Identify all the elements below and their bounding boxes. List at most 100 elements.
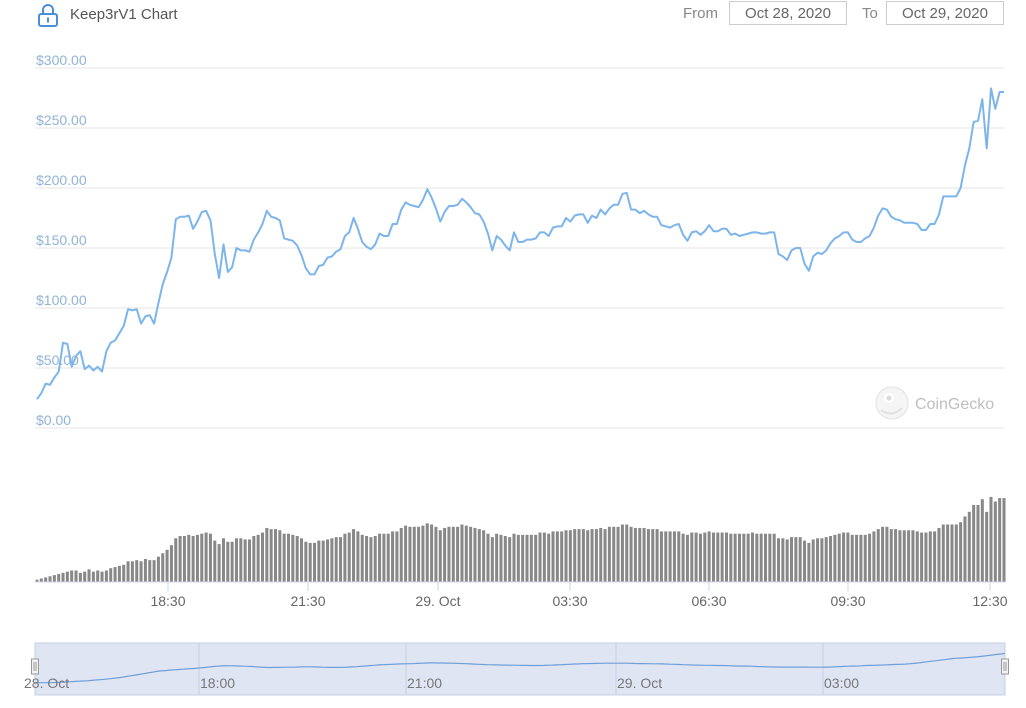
- volume-bar: [57, 573, 61, 582]
- volume-bar: [256, 534, 260, 582]
- chart-header: Keep3rV1 Chart From Oct 28, 2020 To Oct …: [0, 0, 1026, 32]
- volume-bar: [347, 532, 351, 582]
- volume-bar: [607, 526, 611, 582]
- volume-bar: [633, 527, 637, 582]
- volume-bar: [373, 536, 377, 582]
- volume-bar: [594, 529, 598, 582]
- volume-bar: [820, 538, 824, 582]
- volume-bar: [165, 549, 169, 582]
- volume-bar: [933, 531, 937, 582]
- y-tick-label: $200.00: [36, 172, 87, 188]
- volume-bar: [547, 533, 551, 582]
- volume-bar: [109, 568, 113, 582]
- volume-bar: [894, 529, 898, 582]
- volume-bar: [139, 561, 143, 582]
- volume-bar: [430, 524, 434, 582]
- volume-bar: [816, 538, 820, 582]
- volume-bar: [707, 531, 711, 582]
- navigator-tick-label: 03:00: [824, 675, 859, 691]
- x-tick-label: 12:30: [972, 593, 1007, 609]
- volume-bar: [391, 531, 395, 582]
- x-tick-label: 03:30: [552, 593, 587, 609]
- volume-bar: [868, 533, 872, 582]
- volume-bar: [382, 533, 386, 582]
- volume-bar: [551, 531, 555, 582]
- y-tick-label: $100.00: [36, 292, 87, 308]
- volume-bar: [48, 576, 52, 582]
- volume-bar: [954, 524, 958, 582]
- volume-bar: [399, 527, 403, 582]
- volume-bar: [568, 530, 572, 582]
- volume-bar: [907, 530, 911, 582]
- volume-bar: [920, 532, 924, 582]
- volume-bar: [135, 560, 139, 582]
- volume-bar: [963, 516, 967, 582]
- volume-bar: [91, 571, 95, 582]
- volume-bar: [803, 540, 807, 582]
- volume-bar: [698, 533, 702, 582]
- volume-bar: [790, 537, 794, 582]
- volume-bar: [620, 524, 624, 582]
- volume-bar: [230, 541, 234, 582]
- volume-bar: [421, 525, 425, 582]
- navigator-x-axis: 28. Oct 18:00 21:00 29. Oct 03:00: [24, 675, 859, 691]
- volume-bar: [443, 527, 447, 582]
- x-tick-label: 29. Oct: [415, 593, 460, 609]
- price-grid: [35, 67, 1005, 429]
- from-date-input[interactable]: Oct 28, 2020: [729, 1, 847, 25]
- volume-bar: [252, 536, 256, 582]
- volume-bar: [39, 578, 43, 582]
- volume-bar: [664, 531, 668, 582]
- volume-bar: [278, 530, 282, 582]
- volume-bar: [724, 532, 728, 582]
- volume-bar: [521, 534, 525, 582]
- volume-bar: [794, 537, 798, 582]
- to-label: To: [862, 5, 878, 22]
- volume-bar: [412, 526, 416, 582]
- navigator-left-handle[interactable]: [31, 658, 39, 675]
- volume-bar: [555, 531, 559, 582]
- volume-bar: [265, 527, 269, 582]
- volume-bar: [174, 538, 178, 582]
- volume-bar: [763, 533, 768, 582]
- volume-bar: [534, 534, 538, 582]
- chart-title: Keep3rV1 Chart: [70, 6, 178, 23]
- y-tick-label: $250.00: [36, 112, 87, 128]
- volume-bar: [213, 540, 217, 582]
- to-date-input[interactable]: Oct 29, 2020: [886, 1, 1004, 25]
- volume-bar: [208, 533, 212, 582]
- volume-bar: [915, 531, 919, 582]
- volume-bar: [456, 526, 460, 582]
- volume-bar: [855, 534, 859, 582]
- volume-bar: [87, 569, 91, 582]
- volume-bar: [395, 531, 399, 582]
- volume-bar: [308, 542, 312, 582]
- y-tick-label: $150.00: [36, 232, 87, 248]
- y-tick-label: $0.00: [36, 412, 71, 428]
- volume-bar: [711, 532, 715, 582]
- volume-bar: [447, 526, 451, 582]
- volume-bar: [998, 498, 1002, 582]
- volume-bar: [750, 532, 754, 582]
- volume-bar: [239, 538, 243, 582]
- navigator-selection[interactable]: [34, 642, 1006, 696]
- x-tick-label: 06:30: [691, 593, 726, 609]
- volume-bar: [282, 533, 286, 582]
- volume-bar: [417, 526, 421, 582]
- volume-bar: [143, 559, 147, 582]
- volume-bar: [807, 542, 811, 582]
- volume-bar: [260, 532, 264, 582]
- volume-bar: [881, 526, 885, 582]
- volume-bar: [460, 524, 464, 582]
- navigator[interactable]: 28. Oct 18:00 21:00 29. Oct 03:00: [24, 642, 1009, 696]
- from-label: From: [683, 5, 718, 22]
- navigator-right-handle[interactable]: [1001, 658, 1009, 675]
- volume-bar: [603, 529, 607, 582]
- volume-bar: [941, 524, 945, 582]
- volume-bar: [577, 529, 581, 582]
- navigator-series-line: [35, 652, 1006, 684]
- volume-bar: [716, 532, 720, 582]
- volume-bar: [980, 499, 984, 582]
- volume-bar: [61, 572, 65, 582]
- volume-bar: [694, 532, 698, 582]
